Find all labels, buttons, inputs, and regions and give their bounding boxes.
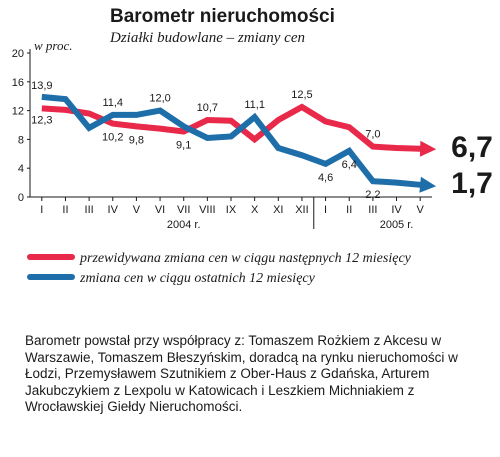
x-tick-label: V (417, 204, 425, 216)
data-label: 2,2 (365, 189, 380, 201)
year-label: 2004 r. (167, 219, 201, 231)
data-label: 7,0 (365, 129, 380, 141)
y-tick-label: 0 (18, 192, 24, 204)
data-label: 10,2 (102, 132, 123, 144)
series-arrowhead-past (419, 176, 437, 193)
legend: przewidywana zmiana cen w ciągu następny… (27, 251, 412, 286)
series-line-past (41, 93, 423, 188)
data-label: 12,5 (291, 89, 312, 101)
y-tick-label: 12 (12, 106, 24, 118)
chart-canvas: Barometr nieruchomości Działki budowlane… (12, 6, 493, 286)
x-tick-label: VII (177, 204, 190, 216)
data-label: 10,7 (197, 102, 218, 114)
x-tick-label: XI (273, 204, 283, 216)
y-tick-label: 20 (12, 48, 24, 60)
x-tick-label: II (62, 204, 68, 216)
data-label: 9,8 (129, 134, 144, 146)
x-tick-label: X (251, 204, 259, 216)
x-tick-label: XII (295, 204, 308, 216)
year-label: 2005 r. (380, 219, 414, 231)
legend-label: zmiana cen w ciągu ostatnich 12 miesięcy (79, 271, 316, 286)
series-arrowhead-forecast (419, 140, 437, 157)
x-tick-label: VIII (199, 204, 216, 216)
data-label: 12,3 (31, 114, 52, 126)
x-tick-label: I (324, 204, 327, 216)
y-tick-label: 16 (12, 77, 24, 89)
data-label: 13,9 (31, 80, 52, 92)
chart-title: Barometr nieruchomości (110, 6, 335, 27)
x-tick-label: I (40, 204, 43, 216)
footnote-text: Barometr powstał przy współpracy z: Toma… (25, 333, 458, 414)
x-tick-label: IV (108, 204, 119, 216)
legend-label: przewidywana zmiana cen w ciągu następny… (79, 251, 412, 266)
x-tick-label: II (346, 204, 352, 216)
data-label: 11,1 (244, 99, 265, 111)
end-value-label: 1,7 (451, 167, 493, 200)
data-label: 6,4 (342, 159, 357, 171)
y-tick-label: 8 (18, 134, 24, 146)
x-tick-label: IV (391, 204, 402, 216)
x-tick-label: IX (226, 204, 237, 216)
data-label: 12,0 (149, 93, 170, 105)
chart-subtitle: Działki budowlane – zmiany cen (109, 30, 305, 46)
x-tick-label: III (368, 204, 377, 216)
data-label: 11,4 (102, 97, 123, 109)
y-tick-label: 4 (18, 163, 24, 175)
x-tick-label: III (85, 204, 94, 216)
y-axis-unit-label: w proc. (34, 38, 73, 53)
x-tick-label: V (133, 204, 141, 216)
x-tick-label: VI (155, 204, 165, 216)
data-label: 9,1 (176, 139, 191, 151)
data-labels-group: 12,3 10,2 9,8 9,1 10,7 12,5 7,0 6,7 13,9 11,4 12,0… (31, 80, 493, 201)
end-value-label: 6,7 (451, 131, 493, 164)
series-lines-group (41, 93, 437, 193)
data-label: 4,6 (318, 172, 333, 184)
